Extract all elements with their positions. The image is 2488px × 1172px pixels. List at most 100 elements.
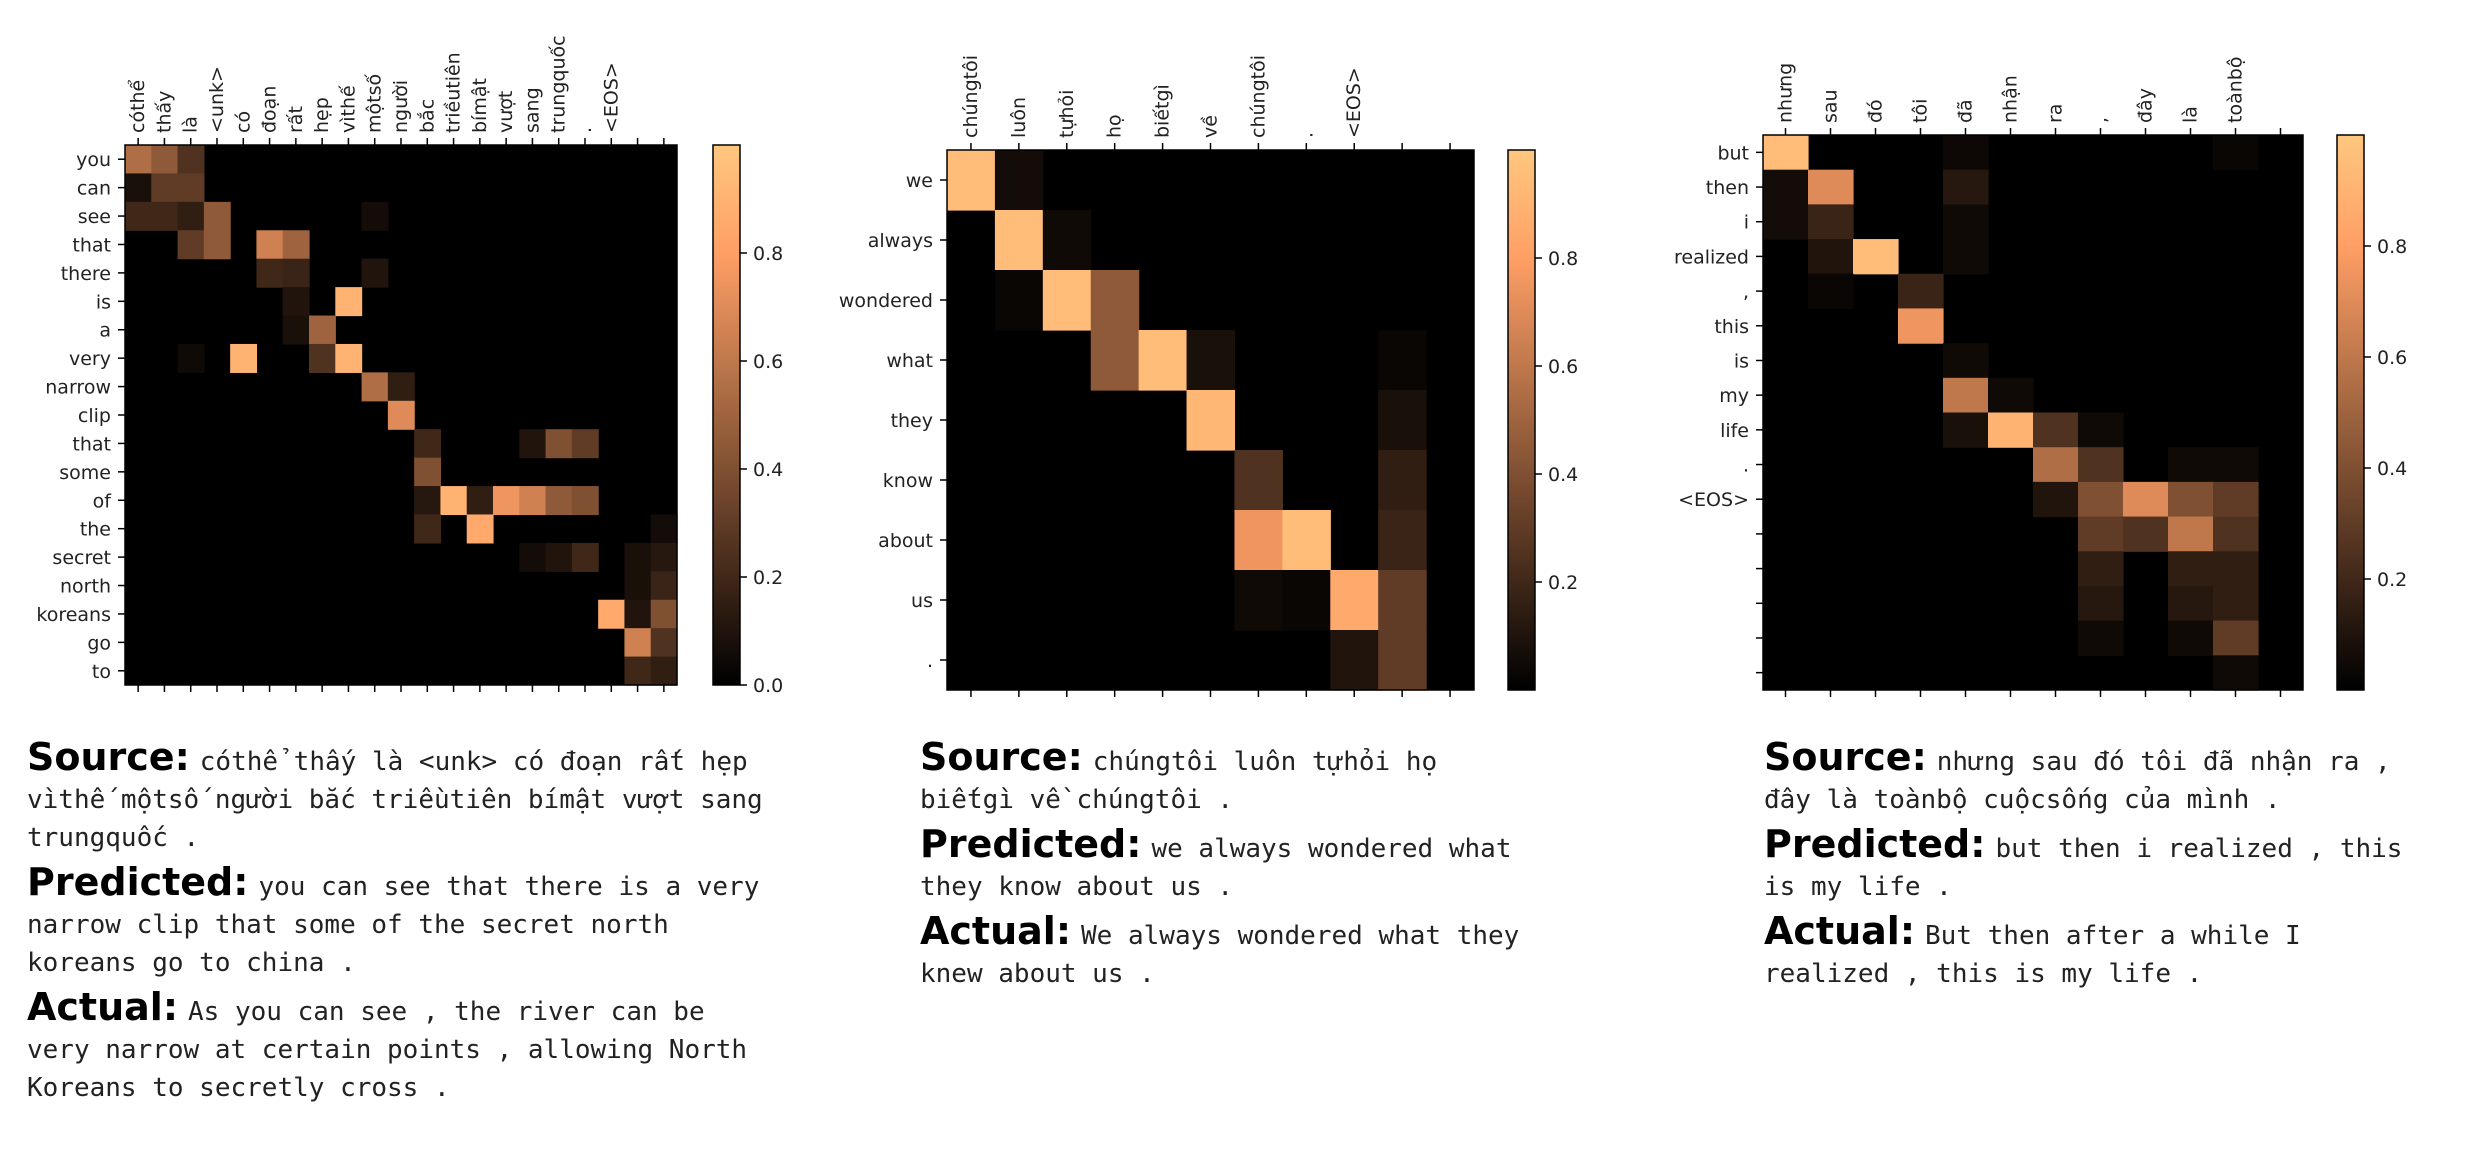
predicted-text: we always wondered what they know about …	[920, 834, 1512, 902]
heatmap-cell	[2213, 447, 2259, 483]
colorbar-tick-label: 0.2	[2377, 569, 2407, 591]
heatmap-cell	[1988, 377, 2034, 414]
caption-3: Source: nhưng sau đó tôi đã nhận ra , đây…	[1764, 738, 2404, 999]
y-tick-label: my	[1719, 385, 1749, 407]
x-tick-label: tựhỏi	[1056, 90, 1078, 138]
y-tick-label: is	[96, 291, 111, 313]
heatmap-cell	[519, 429, 547, 459]
heatmap-cell	[125, 201, 152, 231]
heatmap-cell	[2213, 585, 2259, 622]
x-tick-label: <EOS>	[1343, 67, 1365, 138]
colorbar-tick-label: 0.2	[753, 567, 783, 589]
heatmap-cell	[256, 230, 284, 260]
heatmap-cell	[1898, 273, 1944, 310]
source-label: Source:	[1764, 735, 1927, 779]
actual-text: But then after a while I realized , this…	[1764, 921, 2301, 989]
heatmap-cell	[624, 628, 652, 658]
source-label: Source:	[27, 735, 190, 779]
heatmap-cell	[203, 230, 231, 260]
heatmap-cell	[1943, 204, 1989, 240]
heatmap-cell	[2078, 551, 2124, 587]
y-tick-label: secret	[52, 547, 111, 569]
heatmap-cell	[650, 542, 678, 572]
caption-1: Source: cóthể thấy là <unk> có đoạn rất h…	[27, 738, 767, 1113]
y-tick-label: <EOS>	[1678, 489, 1749, 511]
heatmap-cell	[282, 258, 310, 288]
heatmap-cell	[1763, 169, 1809, 205]
heatmap-cell	[2078, 516, 2124, 552]
colorbar-tick-label: 0.8	[1548, 248, 1578, 270]
heatmap-cell	[519, 542, 547, 572]
heatmap-cell	[1988, 412, 2034, 448]
heatmap-cell	[2168, 551, 2214, 587]
x-tick-label: là	[2180, 106, 2202, 123]
heatmap-cell	[947, 150, 996, 211]
heatmap-cell	[361, 372, 389, 402]
heatmap-cell	[624, 571, 652, 601]
x-tick-label: vượt	[495, 91, 517, 133]
heatmap-cell	[387, 372, 415, 402]
heatmap-cell	[335, 343, 363, 373]
heatmap-cell	[2168, 585, 2214, 622]
heatmap-cell	[650, 599, 678, 629]
heatmap-cell	[1943, 412, 1989, 448]
y-tick-label: then	[1706, 177, 1749, 199]
heatmap-cell	[650, 571, 678, 601]
heatmap-cell	[2168, 516, 2214, 552]
heatmap-cell	[1808, 273, 1854, 310]
x-tick-label: mộtsố	[364, 74, 386, 133]
x-tick-label: đã	[1955, 99, 1977, 123]
heatmap-cell	[282, 315, 310, 345]
x-tick-label: đoạn	[259, 86, 281, 133]
heatmap-cell	[1234, 510, 1283, 571]
heatmap-cell	[466, 486, 494, 516]
x-tick-label: nhưng	[1775, 63, 1797, 123]
colorbar-tick-label: 0.8	[753, 243, 783, 265]
colorbar-tick-label: 0.4	[1548, 464, 1578, 486]
heatmap-cell	[650, 656, 678, 686]
heatmap-cell	[1042, 270, 1092, 331]
heatmap-cell	[1943, 135, 1989, 171]
heatmap-cell	[2213, 516, 2259, 552]
x-tick-label: là	[180, 116, 202, 133]
heatmap-cell	[519, 486, 547, 516]
x-tick-label: <unk>	[206, 66, 228, 133]
source-line: Source: chúngtôi luôn tựhỏi họ biếtgì về …	[920, 738, 1520, 819]
heatmap-cell	[571, 429, 599, 459]
heatmap-cell	[650, 628, 678, 658]
heatmap-cell	[1090, 330, 1140, 391]
actual-label: Actual:	[1764, 909, 1916, 953]
heatmap-cell	[2213, 655, 2259, 691]
heatmap-cell	[598, 599, 626, 629]
colorbar-tick-label: 0.6	[1548, 356, 1578, 378]
y-tick-label: what	[886, 350, 933, 372]
x-tick-label: trungquốc	[548, 35, 570, 133]
predicted-label: Predicted:	[920, 822, 1142, 866]
heatmap-cell	[2033, 412, 2079, 448]
heatmap-cell	[414, 486, 442, 516]
x-tick-label: sau	[1820, 89, 1842, 123]
y-tick-label: go	[87, 632, 111, 654]
heatmap-cell	[2078, 481, 2124, 518]
y-tick-label: north	[60, 576, 111, 598]
heatmap-cell	[1808, 204, 1854, 240]
x-tick-label: người	[390, 80, 412, 133]
heatmap-cell	[2213, 481, 2259, 518]
heatmap-cell	[2078, 620, 2124, 656]
heatmap-cell	[1330, 570, 1379, 631]
colorbar-tick-label: 0.4	[2377, 458, 2407, 480]
x-tick-label: tôi	[1910, 99, 1932, 123]
heatmap-cell	[1378, 510, 1427, 571]
heatmap-cell	[1808, 169, 1854, 205]
y-tick-label: know	[883, 470, 933, 492]
heatmap-frame	[1762, 134, 2304, 691]
x-tick-label: biếtgì	[1152, 84, 1174, 138]
heatmap-cell	[1378, 450, 1427, 511]
heatmap-cell	[361, 201, 389, 231]
x-tick-label: họ	[1104, 114, 1126, 138]
x-tick-label: về	[1200, 115, 1222, 138]
x-tick-label: ,	[2090, 117, 2112, 123]
heatmap-cell	[1234, 570, 1283, 631]
x-tick-label: nhận	[2000, 75, 2022, 123]
heatmap-cell	[203, 201, 231, 231]
